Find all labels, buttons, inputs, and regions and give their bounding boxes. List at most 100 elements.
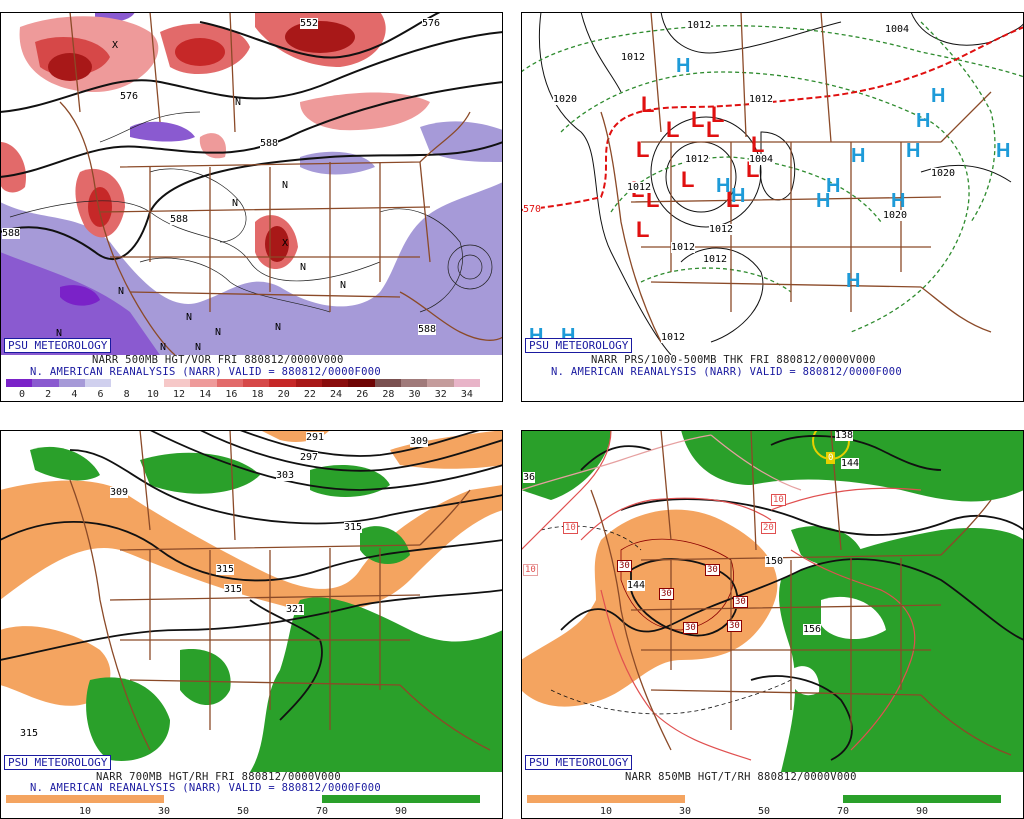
height-label: 315 [20, 728, 39, 739]
color-scale-swatch [764, 795, 843, 803]
color-scale-swatch [401, 795, 480, 803]
color-scale-swatch [453, 379, 480, 387]
panel-frame [0, 12, 503, 402]
high-pressure-symbol: H [826, 175, 840, 197]
high-pressure-symbol: H [996, 140, 1010, 162]
color-scale-swatch [111, 379, 138, 387]
color-scale-swatch [843, 795, 922, 803]
isobar-label: 1004 [885, 24, 910, 35]
color-scale-swatch [84, 379, 112, 387]
isobar-label: 1012 [685, 154, 710, 165]
vorticity-min-symbol: N [118, 286, 125, 297]
color-scale-labels: 0 2 4 6 8 10 12 14 16 18 20 22 24 26 28 30 32 34 [6, 389, 480, 401]
psu-branding: PSU METEOROLOGY [4, 338, 112, 353]
isobar-label: 1020 [553, 94, 578, 105]
high-pressure-symbol: H [816, 190, 830, 212]
caption-valid: N. AMERICAN REANALYSIS (NARR) VALID = 88… [30, 366, 381, 378]
isobar-label: 1012 [661, 332, 686, 343]
low-pressure-symbol: L [646, 187, 659, 212]
high-pressure-symbol: H [931, 85, 945, 107]
color-scale-tick-label: 26 [356, 389, 369, 400]
color-scale-bar [6, 379, 480, 387]
isobar-label: 1012 [621, 52, 646, 63]
height-label: 315 [224, 584, 243, 595]
color-scale-tick-label: 90 [394, 806, 408, 817]
vorticity-min-symbol: N [340, 280, 347, 291]
color-scale-tick-label: 2 [45, 389, 52, 400]
high-pressure-symbol: H [716, 175, 730, 197]
caption-product: NARR 500MB HGT/VOR FRI 880812/0000V000 [92, 354, 344, 366]
color-scale-tick-label: 90 [915, 806, 929, 817]
vorticity-min-symbol: N [186, 312, 193, 323]
low-pressure-symbol: L [636, 137, 649, 162]
color-scale-swatch [427, 379, 454, 387]
temperature-label: 30 [705, 564, 720, 576]
color-scale-tick-label: 32 [434, 389, 447, 400]
vorticity-min-symbol: N [160, 342, 167, 353]
color-scale-bar [527, 795, 1001, 803]
isobar-label: 1012 [627, 182, 652, 193]
color-scale-tick-label: 18 [251, 389, 264, 400]
color-scale-swatch [6, 379, 33, 387]
high-pressure-symbol: H [851, 145, 865, 167]
height-label: 315 [344, 522, 363, 533]
color-scale-tick-label: 50 [236, 806, 250, 817]
height-label: 150 [765, 556, 784, 567]
low-pressure-symbol: L [711, 102, 724, 127]
height-label: 321 [286, 604, 305, 615]
high-pressure-symbol: H [676, 55, 690, 77]
high-pressure-symbol: H [846, 270, 860, 292]
caption-valid: N. AMERICAN REANALYSIS (NARR) VALID = 88… [551, 366, 902, 378]
low-pressure-symbol: L [641, 92, 654, 117]
isobar-label: 1004 [749, 154, 774, 165]
color-scale-tick-label: 20 [277, 389, 290, 400]
color-scale-tick-label: 0 [18, 389, 26, 400]
color-scale-swatch [348, 379, 375, 387]
color-scale-swatch [685, 795, 764, 803]
caption-product: NARR PRS/1000-500MB THK FRI 880812/0000V… [591, 354, 876, 366]
caption-product: NARR 850MB HGT/T/RH 880812/0000V000 [625, 771, 857, 783]
color-scale-swatch [400, 379, 428, 387]
color-scale-swatch [321, 379, 349, 387]
color-scale-tick-label: 22 [303, 389, 316, 400]
low-pressure-symbol: L [681, 167, 694, 192]
temperature-label: 30 [683, 622, 698, 634]
color-scale-tick-label: 30 [408, 389, 421, 400]
contour-label: 588 [260, 138, 279, 149]
isobar-label: 1020 [931, 168, 956, 179]
low-pressure-symbol: L [691, 107, 704, 132]
isobar-label: 1012 [671, 242, 696, 253]
color-scale-tick-label: 30 [157, 806, 171, 817]
vorticity-min-symbol: N [195, 342, 202, 353]
contour-label: 552 [300, 18, 319, 29]
color-scale-swatch [58, 379, 85, 387]
color-scale-swatch [322, 795, 401, 803]
color-scale-tick-label: 8 [123, 389, 130, 400]
color-scale-swatch [295, 379, 322, 387]
color-scale-swatch [164, 795, 243, 803]
color-scale-swatch [216, 379, 243, 387]
contour-label: 588 [2, 228, 21, 239]
color-scale-tick-label: 6 [97, 389, 104, 400]
map-700mb-humidity: 291 297 303 309 309 315 315 315 321 315 … [0, 430, 503, 772]
panel-frame [521, 430, 1024, 819]
color-scale-swatch [606, 795, 685, 803]
map-500mb-vorticity: 552 576 576 588 588 588 588 N N N N N N … [0, 12, 503, 355]
vorticity-min-symbol: N [235, 97, 242, 108]
color-scale-swatch [243, 795, 322, 803]
caption-product: NARR 700MB HGT/RH FRI 880812/0000V000 [96, 771, 341, 783]
temperature-label: 30 [727, 620, 742, 632]
color-scale-tick-label: 70 [836, 806, 850, 817]
temperature-label: 10 [563, 522, 578, 534]
high-pressure-symbol: H [916, 110, 930, 132]
contour-label: 588 [418, 324, 437, 335]
isobar-label: 1012 [703, 254, 728, 265]
temperature-label: 0 [826, 452, 836, 464]
color-scale-swatch [527, 795, 606, 803]
thickness-label: 570 [523, 204, 542, 215]
contour-label: 588 [170, 214, 189, 225]
panel-850mb-temperature-humidity: 138 144 150 156 144 36 0 10 10 10 20 30 … [521, 430, 1024, 819]
color-scale-swatch [242, 379, 270, 387]
